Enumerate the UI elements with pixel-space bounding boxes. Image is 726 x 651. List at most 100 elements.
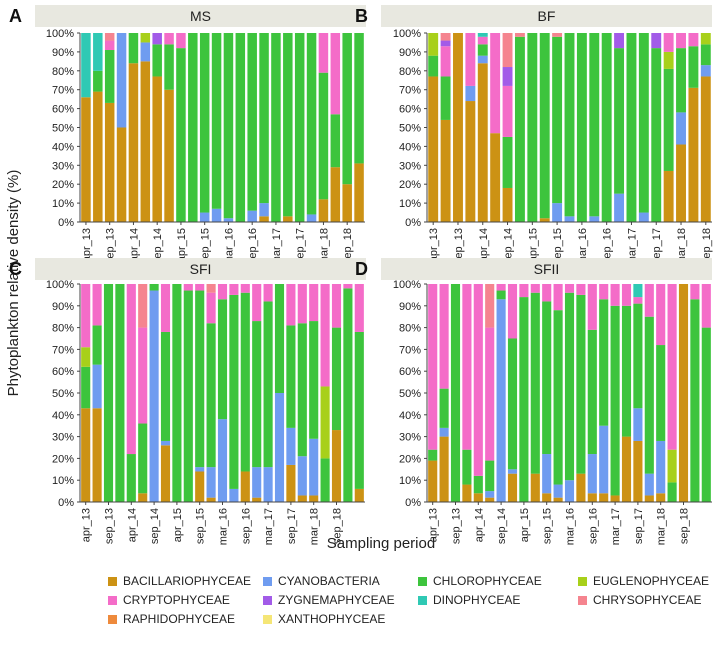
bar-segment-chlorophyceae — [519, 297, 529, 502]
bar-segment-chlorophyceae — [211, 33, 222, 209]
bar-segment-chlorophyceae — [152, 44, 162, 77]
y-tick-label: 90% — [399, 301, 421, 313]
bar-segment-chlorophyceae — [539, 33, 550, 219]
panel-title: SFI — [190, 261, 212, 277]
x-tick-label: sep_17 — [286, 508, 298, 544]
bar-segment-bacillariophyceae — [644, 495, 654, 502]
legend-label: RAPHIDOPHYCEAE — [123, 612, 236, 626]
panel-sfii: D SFII 0% 10% 20% 30% 40% 50% 60% 70% 80% 90% 100% ap… — [355, 258, 712, 545]
bar-segment-chlorophyceae — [589, 33, 600, 217]
bar-segment-cyanobacteria — [286, 427, 296, 465]
bar-segment-bacillariophyceae — [206, 497, 216, 502]
bar-segment-bacillariophyceae — [462, 484, 472, 502]
x-tick-label: apr_13 — [81, 508, 93, 542]
bar-segment-cryptophyceae — [343, 284, 353, 289]
x-tick-label: mar_17 — [626, 228, 638, 265]
bar-segment-chlorophyceae — [115, 284, 125, 502]
bar-segment-cryptophyceae — [331, 284, 342, 328]
y-tick-label: 0% — [405, 497, 421, 509]
bar-segment-chlorophyceae — [564, 292, 575, 481]
legend-item-cyanobacteria: CYANOBACTERIA — [263, 574, 380, 588]
bar-segment-cryptophyceae — [354, 284, 364, 332]
y-tick-label: 20% — [52, 453, 74, 465]
bar-segment-cryptophyceae — [496, 284, 506, 291]
bar-segment-cyanobacteria — [263, 467, 273, 502]
bar-segment-chlorophyceae — [104, 50, 115, 103]
bar-segment-chlorophyceae — [263, 301, 273, 468]
bar-segment-chlorophyceae — [514, 36, 525, 222]
bar-segment-chlorophyceae — [188, 33, 198, 222]
bar-segment-chlorophyceae — [502, 136, 513, 188]
bar-segment-cryptophyceae — [206, 292, 216, 324]
x-axis-label: Sampling period — [327, 535, 435, 552]
bar-segment-bacillariophyceae — [286, 464, 296, 502]
bar-segment-cryptophyceae — [542, 284, 552, 302]
bar-segment-chlorophyceae — [651, 48, 662, 223]
legend-item-chlorophyceae: CHLOROPHYCEAE — [418, 574, 542, 588]
x-tick-label: sep_14 — [503, 228, 515, 264]
y-axis-label: Phytoplankton relative density (%) — [5, 170, 22, 397]
bar-segment-dinophyceae — [477, 33, 488, 37]
bar-segment-cryptophyceae — [519, 284, 529, 298]
bar-segment-chlorophyceae — [92, 325, 102, 365]
panel-header — [35, 5, 366, 27]
bar-segment-bacillariophyceae — [195, 471, 205, 502]
bar-segment-cyanobacteria — [274, 393, 285, 502]
bar-segment-cryptophyceae — [553, 284, 563, 311]
bar-segment-chlorophyceae — [259, 33, 269, 204]
bar-segment-bacillariophyceae — [160, 445, 171, 502]
bar-segment-chlorophyceae — [297, 323, 307, 457]
y-tick-label: 80% — [399, 66, 421, 78]
bar-segment-cryptophyceae — [587, 284, 597, 330]
bar-segment-cryptophyceae — [465, 33, 476, 86]
x-tick-label: sep_18 — [342, 228, 354, 264]
bar-segment-cryptophyceae — [621, 284, 632, 306]
bar-segment-bacillariophyceae — [502, 187, 513, 222]
bar-segment-cryptophyceae — [490, 33, 501, 134]
bar-segment-bacillariophyceae — [485, 497, 495, 502]
bar-segment-zygnemaphyceae — [614, 33, 625, 49]
bar-segment-chlorophyceae — [496, 290, 506, 300]
bar-segment-cryptophyceae — [633, 297, 643, 304]
bar-segment-cyanobacteria — [700, 65, 711, 77]
bar-segment-bacillariophyceae — [342, 184, 352, 222]
panel-sfi: C SFI 0% 10% 20% 30% 40% 50% 60% 70% 80% 90% 100% apr… — [9, 258, 366, 545]
bar-segment-cryptophyceae — [286, 284, 296, 326]
bar-segment-cryptophyceae — [663, 33, 674, 52]
y-tick-label: 10% — [399, 198, 421, 210]
x-tick-label: apr_14 — [126, 508, 138, 542]
bar-segment-cryptophyceae — [530, 284, 540, 293]
bar-segment-chlorophyceae — [667, 482, 677, 502]
legend-item-xanthophyceae: XANTHOPHYCEAE — [263, 612, 385, 626]
legend-label: CHRYSOPHYCEAE — [593, 593, 702, 607]
bar-segment-chlorophyceae — [428, 55, 439, 77]
bar-segment-cryptophyceae — [644, 284, 654, 317]
panel-letter: B — [355, 6, 368, 26]
bar-segment-cyanobacteria — [140, 42, 151, 62]
bar-segment-cryptophyceae — [477, 36, 488, 45]
y-tick-label: 100% — [46, 279, 74, 291]
bar-segment-cyanobacteria — [552, 203, 563, 222]
bar-segment-cryptophyceae — [439, 284, 449, 389]
bar-segment-chlorophyceae — [199, 33, 210, 213]
x-tick-label: mar_16 — [223, 228, 235, 265]
y-tick-label: 0% — [58, 217, 74, 229]
x-tick-label: sep_16 — [587, 508, 599, 544]
x-tick-label: sep_16 — [247, 228, 259, 264]
x-tick-label: apr_13 — [428, 228, 440, 262]
bar-segment-cyanobacteria — [587, 454, 597, 494]
bar-segment-chlorophyceae — [638, 33, 649, 213]
bar-segment-bacillariophyceae — [539, 218, 550, 222]
y-tick-label: 40% — [52, 141, 74, 153]
bar-segment-cryptophyceae — [126, 284, 136, 455]
x-tick-label: sep_15 — [200, 228, 212, 264]
bar-segment-chlorophyceae — [700, 44, 711, 66]
bar-segment-cyanobacteria — [217, 419, 228, 502]
bar-segment-bacillariophyceae — [138, 493, 148, 502]
bar-segment-euglenophyceae — [428, 33, 439, 56]
bar-segment-cryptophyceae — [576, 284, 586, 295]
y-tick-label: 100% — [46, 28, 74, 40]
bar-segment-chlorophyceae — [164, 44, 174, 90]
x-tick-label: apr_15 — [176, 228, 188, 262]
